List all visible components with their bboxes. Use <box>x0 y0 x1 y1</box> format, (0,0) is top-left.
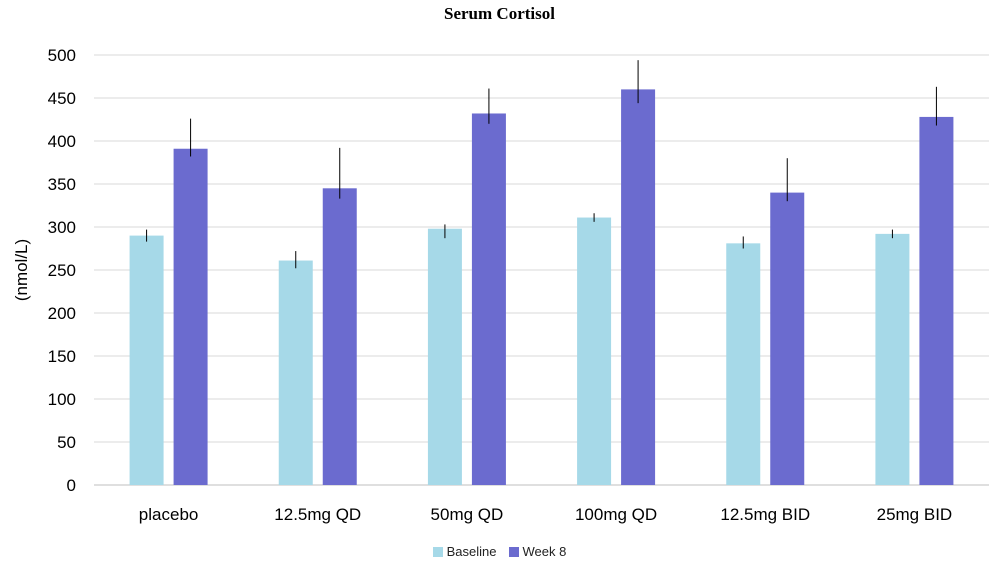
bar-baseline <box>129 235 164 485</box>
legend-swatch-week8 <box>508 546 519 557</box>
chart-title: Serum Cortisol <box>444 4 555 23</box>
bar-week8 <box>471 113 506 485</box>
bar-baseline <box>427 228 462 485</box>
y-tick-label: 0 <box>67 476 76 495</box>
bar-week8 <box>621 89 656 486</box>
legend-item-week8: Week 8 <box>508 544 567 559</box>
bar-week8 <box>770 192 805 485</box>
y-tick-label: 350 <box>48 175 76 194</box>
bars <box>129 89 954 486</box>
y-tick-label: 100 <box>48 390 76 409</box>
legend: Baseline Week 8 <box>0 544 999 559</box>
bar-baseline <box>577 217 612 486</box>
y-tick-label: 400 <box>48 132 76 151</box>
y-axis-ticks: 0 50 100 150 200 250 300 350 400 450 500 <box>48 46 76 495</box>
x-category-label: 100mg QD <box>575 505 657 524</box>
error-bars <box>146 60 937 269</box>
legend-swatch-baseline <box>432 546 443 557</box>
bar-week8 <box>322 188 357 486</box>
x-axis-categories: placebo 12.5mg QD 50mg QD 100mg QD 12.5mg BI… <box>139 505 952 524</box>
bar-baseline <box>278 260 313 485</box>
y-tick-label: 500 <box>48 46 76 65</box>
y-axis-label: (nmol/L) <box>12 239 31 301</box>
y-tick-label: 300 <box>48 218 76 237</box>
bar-baseline <box>726 243 761 485</box>
bar-baseline <box>875 233 910 485</box>
x-category-label: 25mg BID <box>877 505 953 524</box>
y-tick-label: 250 <box>48 261 76 280</box>
x-category-label: placebo <box>139 505 199 524</box>
y-tick-label: 200 <box>48 304 76 323</box>
legend-label-baseline: Baseline <box>446 544 497 559</box>
bar-week8 <box>919 116 954 486</box>
x-category-label: 12.5mg QD <box>274 505 361 524</box>
x-category-label: 50mg QD <box>431 505 504 524</box>
x-category-label: 12.5mg BID <box>720 505 810 524</box>
legend-item-baseline: Baseline <box>432 544 497 559</box>
y-tick-label: 150 <box>48 347 76 366</box>
legend-label-week8: Week 8 <box>522 544 567 559</box>
y-tick-label: 450 <box>48 89 76 108</box>
y-tick-label: 50 <box>57 433 76 452</box>
gridlines <box>94 54 989 486</box>
bar-week8 <box>173 148 208 486</box>
